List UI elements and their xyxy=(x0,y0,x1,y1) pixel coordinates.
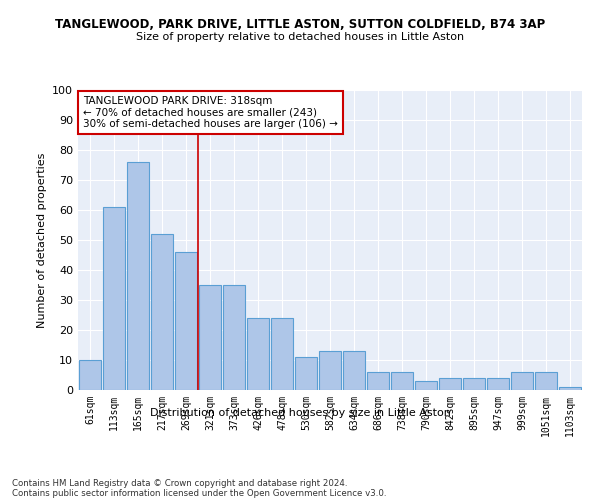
Bar xyxy=(343,351,365,390)
Bar xyxy=(319,351,341,390)
Bar xyxy=(199,285,221,390)
Bar xyxy=(151,234,173,390)
Bar xyxy=(247,318,269,390)
Bar xyxy=(103,207,125,390)
Bar xyxy=(127,162,149,390)
Bar xyxy=(535,372,557,390)
Bar xyxy=(175,252,197,390)
Bar xyxy=(391,372,413,390)
Bar xyxy=(223,285,245,390)
Text: TANGLEWOOD PARK DRIVE: 318sqm
← 70% of detached houses are smaller (243)
30% of : TANGLEWOOD PARK DRIVE: 318sqm ← 70% of d… xyxy=(83,96,338,129)
Text: Contains public sector information licensed under the Open Government Licence v3: Contains public sector information licen… xyxy=(12,488,386,498)
Text: Contains HM Land Registry data © Crown copyright and database right 2024.: Contains HM Land Registry data © Crown c… xyxy=(12,478,347,488)
Bar xyxy=(271,318,293,390)
Bar xyxy=(463,378,485,390)
Y-axis label: Number of detached properties: Number of detached properties xyxy=(37,152,47,328)
Bar xyxy=(559,387,581,390)
Text: Size of property relative to detached houses in Little Aston: Size of property relative to detached ho… xyxy=(136,32,464,42)
Bar xyxy=(487,378,509,390)
Bar xyxy=(79,360,101,390)
Bar xyxy=(295,357,317,390)
Bar xyxy=(439,378,461,390)
Bar xyxy=(415,381,437,390)
Bar xyxy=(367,372,389,390)
Bar xyxy=(511,372,533,390)
Text: Distribution of detached houses by size in Little Aston: Distribution of detached houses by size … xyxy=(149,408,451,418)
Text: TANGLEWOOD, PARK DRIVE, LITTLE ASTON, SUTTON COLDFIELD, B74 3AP: TANGLEWOOD, PARK DRIVE, LITTLE ASTON, SU… xyxy=(55,18,545,30)
